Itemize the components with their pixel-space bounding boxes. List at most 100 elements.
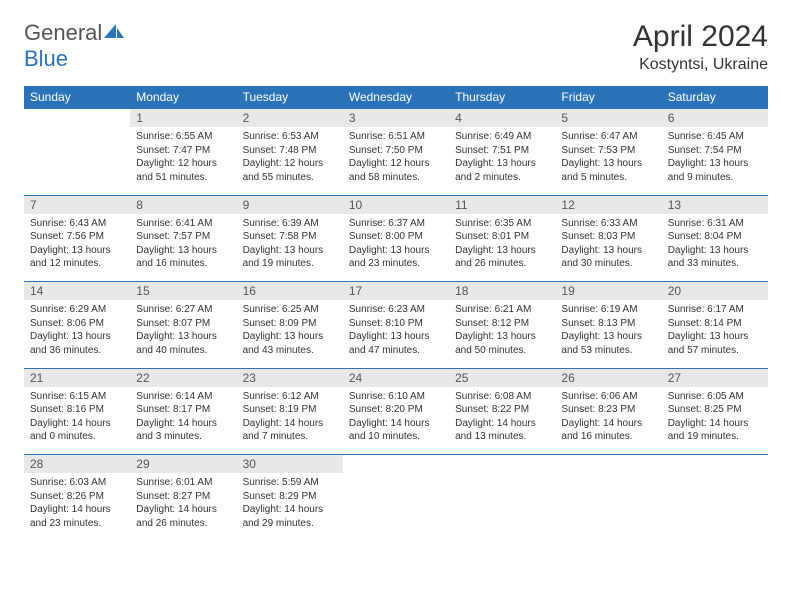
title-block: April 2024 Kostyntsi, Ukraine	[633, 20, 768, 74]
day-number: 21	[24, 368, 130, 387]
day-number: 13	[662, 195, 768, 214]
daylight2-text: and 16 minutes.	[561, 430, 655, 444]
sunrise-text: Sunrise: 6:49 AM	[455, 130, 549, 144]
day-cell: Sunrise: 6:49 AMSunset: 7:51 PMDaylight:…	[449, 127, 555, 195]
day-number: 18	[449, 282, 555, 301]
sunrise-text: Sunrise: 6:41 AM	[136, 217, 230, 231]
sunset-text: Sunset: 8:04 PM	[668, 230, 762, 244]
daylight1-text: Daylight: 13 hours	[455, 157, 549, 171]
day-number: 6	[662, 109, 768, 128]
sunset-text: Sunset: 8:10 PM	[349, 317, 443, 331]
daylight2-text: and 55 minutes.	[243, 171, 337, 185]
sunrise-text: Sunrise: 6:21 AM	[455, 303, 549, 317]
daylight2-text: and 7 minutes.	[243, 430, 337, 444]
sunset-text: Sunset: 7:47 PM	[136, 144, 230, 158]
day-number: 7	[24, 195, 130, 214]
sunset-text: Sunset: 8:23 PM	[561, 403, 655, 417]
weekday-header: Wednesday	[343, 86, 449, 109]
sunrise-text: Sunrise: 6:05 AM	[668, 390, 762, 404]
daylight2-text: and 33 minutes.	[668, 257, 762, 271]
day-cell	[449, 473, 555, 541]
daylight1-text: Daylight: 12 hours	[349, 157, 443, 171]
sunset-text: Sunset: 8:06 PM	[30, 317, 124, 331]
sunrise-text: Sunrise: 6:43 AM	[30, 217, 124, 231]
day-number: 4	[449, 109, 555, 128]
day-cell: Sunrise: 6:27 AMSunset: 8:07 PMDaylight:…	[130, 300, 236, 368]
daylight1-text: Daylight: 14 hours	[561, 417, 655, 431]
day-number: 24	[343, 368, 449, 387]
weekday-header-row: Sunday Monday Tuesday Wednesday Thursday…	[24, 86, 768, 109]
day-number: 19	[555, 282, 661, 301]
sunrise-text: Sunrise: 6:27 AM	[136, 303, 230, 317]
logo-word1: General	[24, 20, 102, 45]
daylight2-text: and 58 minutes.	[349, 171, 443, 185]
day-cell: Sunrise: 6:45 AMSunset: 7:54 PMDaylight:…	[662, 127, 768, 195]
day-number	[449, 455, 555, 474]
day-number: 25	[449, 368, 555, 387]
day-number: 10	[343, 195, 449, 214]
sunset-text: Sunset: 8:29 PM	[243, 490, 337, 504]
sunrise-text: Sunrise: 6:19 AM	[561, 303, 655, 317]
sunset-text: Sunset: 8:16 PM	[30, 403, 124, 417]
daylight2-text: and 19 minutes.	[243, 257, 337, 271]
daylight1-text: Daylight: 14 hours	[349, 417, 443, 431]
sunrise-text: Sunrise: 6:35 AM	[455, 217, 549, 231]
sunrise-text: Sunrise: 6:10 AM	[349, 390, 443, 404]
sunrise-text: Sunrise: 6:06 AM	[561, 390, 655, 404]
day-number: 12	[555, 195, 661, 214]
daylight1-text: Daylight: 13 hours	[136, 244, 230, 258]
daynum-row: 21222324252627	[24, 368, 768, 387]
daylight2-text: and 36 minutes.	[30, 344, 124, 358]
day-number: 14	[24, 282, 130, 301]
day-cell: Sunrise: 6:43 AMSunset: 7:56 PMDaylight:…	[24, 214, 130, 282]
daylight1-text: Daylight: 13 hours	[30, 330, 124, 344]
day-number: 3	[343, 109, 449, 128]
sunrise-text: Sunrise: 6:29 AM	[30, 303, 124, 317]
day-cell: Sunrise: 6:51 AMSunset: 7:50 PMDaylight:…	[343, 127, 449, 195]
day-number	[343, 455, 449, 474]
page-subtitle: Kostyntsi, Ukraine	[633, 56, 768, 74]
sunset-text: Sunset: 8:09 PM	[243, 317, 337, 331]
sunrise-text: Sunrise: 6:55 AM	[136, 130, 230, 144]
day-number: 26	[555, 368, 661, 387]
daylight1-text: Daylight: 14 hours	[30, 417, 124, 431]
sunset-text: Sunset: 8:17 PM	[136, 403, 230, 417]
day-cell: Sunrise: 6:41 AMSunset: 7:57 PMDaylight:…	[130, 214, 236, 282]
day-cell: Sunrise: 6:23 AMSunset: 8:10 PMDaylight:…	[343, 300, 449, 368]
daylight1-text: Daylight: 13 hours	[455, 244, 549, 258]
sunset-text: Sunset: 8:25 PM	[668, 403, 762, 417]
day-number: 5	[555, 109, 661, 128]
day-cell: Sunrise: 5:59 AMSunset: 8:29 PMDaylight:…	[237, 473, 343, 541]
day-cell: Sunrise: 6:21 AMSunset: 8:12 PMDaylight:…	[449, 300, 555, 368]
day-number: 28	[24, 455, 130, 474]
daylight1-text: Daylight: 14 hours	[30, 503, 124, 517]
sunset-text: Sunset: 8:27 PM	[136, 490, 230, 504]
sunrise-text: Sunrise: 6:23 AM	[349, 303, 443, 317]
sunrise-text: Sunrise: 6:31 AM	[668, 217, 762, 231]
daylight1-text: Daylight: 13 hours	[561, 330, 655, 344]
day-cell: Sunrise: 6:55 AMSunset: 7:47 PMDaylight:…	[130, 127, 236, 195]
day-number: 8	[130, 195, 236, 214]
sunset-text: Sunset: 8:26 PM	[30, 490, 124, 504]
sunset-text: Sunset: 7:48 PM	[243, 144, 337, 158]
content-row: Sunrise: 6:15 AMSunset: 8:16 PMDaylight:…	[24, 387, 768, 455]
daylight2-text: and 40 minutes.	[136, 344, 230, 358]
sunrise-text: Sunrise: 5:59 AM	[243, 476, 337, 490]
day-cell	[343, 473, 449, 541]
day-number: 1	[130, 109, 236, 128]
sunset-text: Sunset: 8:22 PM	[455, 403, 549, 417]
daylight1-text: Daylight: 13 hours	[349, 330, 443, 344]
day-cell: Sunrise: 6:39 AMSunset: 7:58 PMDaylight:…	[237, 214, 343, 282]
weekday-header: Saturday	[662, 86, 768, 109]
daylight1-text: Daylight: 14 hours	[136, 417, 230, 431]
daylight2-text: and 2 minutes.	[455, 171, 549, 185]
daylight1-text: Daylight: 13 hours	[455, 330, 549, 344]
sunrise-text: Sunrise: 6:47 AM	[561, 130, 655, 144]
sunrise-text: Sunrise: 6:25 AM	[243, 303, 337, 317]
day-number: 22	[130, 368, 236, 387]
day-number: 9	[237, 195, 343, 214]
sunset-text: Sunset: 7:56 PM	[30, 230, 124, 244]
day-cell: Sunrise: 6:19 AMSunset: 8:13 PMDaylight:…	[555, 300, 661, 368]
sunrise-text: Sunrise: 6:03 AM	[30, 476, 124, 490]
daylight1-text: Daylight: 14 hours	[243, 417, 337, 431]
